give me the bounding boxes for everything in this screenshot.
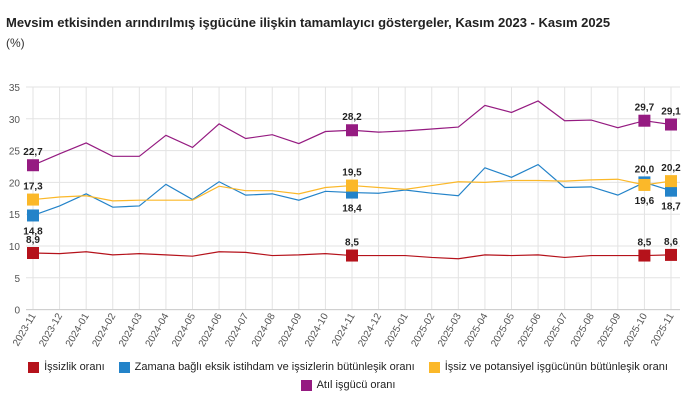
y-tick-label: 0: [14, 306, 20, 317]
data-marker: [638, 114, 651, 127]
data-label: 22,7: [23, 147, 43, 158]
x-tick-label: 2025-07: [542, 311, 570, 349]
y-axis-unit: (%): [6, 36, 25, 50]
x-tick-label: 2024-08: [250, 311, 278, 349]
data-label: 8,5: [637, 238, 651, 249]
legend-label: İşsiz ve potansiyel işgücünün bütünleşik…: [444, 361, 668, 373]
data-label: 19,6: [635, 196, 655, 207]
y-tick-label: 20: [9, 178, 21, 189]
x-tick-label: 2024-06: [197, 311, 225, 349]
data-label: 18,4: [342, 204, 362, 215]
data-label: 28,2: [342, 112, 362, 123]
x-tick-label: 2025-03: [436, 311, 464, 349]
y-tick-label: 25: [9, 147, 21, 158]
data-marker: [27, 209, 39, 222]
y-tick-label: 5: [14, 274, 20, 285]
legend-item[interactable]: İşsizlik oranı: [28, 361, 105, 373]
x-tick-label: 2024-02: [90, 311, 118, 349]
legend-row-2: Atıl işgücü oranı: [0, 379, 696, 391]
chart-title: Mevsim etkisinden arındırılmış işgücüne …: [6, 15, 611, 30]
x-tick-label: 2025-04: [463, 311, 491, 349]
legend-item[interactable]: İşsiz ve potansiyel işgücünün bütünleşik…: [428, 361, 668, 373]
x-tick-label: 2024-04: [144, 311, 172, 349]
legend-item[interactable]: Atıl işgücü oranı: [300, 379, 396, 391]
x-tick-label: 2024-12: [356, 311, 384, 349]
data-label: 20,0: [635, 164, 655, 175]
x-tick-label: 2025-10: [622, 311, 650, 349]
data-marker: [27, 159, 39, 172]
legend-swatch: [428, 361, 440, 373]
data-label: 14,8: [23, 226, 43, 237]
x-tick-label: 2024-09: [277, 311, 305, 349]
legend-swatch: [300, 379, 312, 391]
data-marker: [665, 175, 677, 188]
data-marker: [27, 193, 39, 206]
data-marker: [665, 248, 677, 261]
x-tick-label: 2025-11: [649, 311, 677, 348]
legend-label: Atıl işgücü oranı: [316, 379, 396, 391]
x-tick-label: 2024-10: [303, 311, 331, 349]
x-tick-label: 2024-01: [64, 311, 92, 349]
y-tick-label: 15: [9, 210, 21, 221]
data-label: 17,3: [23, 182, 43, 193]
x-tick-label: 2024-07: [223, 311, 251, 349]
x-tick-label: 2023-11: [11, 311, 39, 348]
data-label: 29,7: [635, 103, 655, 114]
x-tick-label: 2023-12: [37, 311, 65, 349]
legend-row-1: İşsizlik oranı Zamana bağlı eksik istihda…: [0, 361, 696, 373]
data-label: 19,5: [342, 168, 362, 179]
data-label: 8,5: [345, 238, 359, 249]
data-marker: [665, 118, 677, 131]
legend-item[interactable]: Zamana bağlı eksik istihdam ve işsizleri…: [118, 361, 415, 373]
data-label: 8,6: [664, 237, 678, 248]
legend-swatch: [28, 361, 40, 373]
data-marker: [346, 124, 358, 137]
data-label: 20,2: [661, 163, 681, 174]
x-tick-label: 2025-08: [569, 311, 597, 349]
data-label: 18,7: [661, 202, 681, 213]
data-marker: [346, 249, 358, 262]
x-tick-label: 2025-01: [383, 311, 411, 349]
y-tick-label: 10: [9, 242, 21, 253]
x-tick-label: 2024-11: [330, 311, 358, 348]
legend-label: İşsizlik oranı: [44, 361, 105, 373]
data-label: 8,9: [26, 235, 40, 246]
x-tick-label: 2025-05: [489, 311, 517, 349]
data-marker: [638, 178, 651, 191]
data-marker: [27, 246, 39, 259]
x-tick-label: 2024-05: [170, 311, 198, 349]
data-label: 29,1: [661, 107, 681, 118]
x-tick-label: 2025-06: [516, 311, 544, 349]
x-tick-label: 2024-03: [117, 311, 145, 349]
data-marker: [346, 179, 358, 192]
legend-label: Zamana bağlı eksik istihdam ve işsizleri…: [134, 361, 415, 373]
data-marker: [638, 249, 651, 262]
data-marker: [665, 184, 677, 197]
x-tick-label: 2025-02: [409, 311, 437, 349]
y-tick-label: 30: [9, 115, 21, 126]
y-tick-label: 35: [9, 83, 21, 94]
legend-swatch: [118, 361, 130, 373]
x-tick-label: 2025-09: [596, 311, 624, 349]
